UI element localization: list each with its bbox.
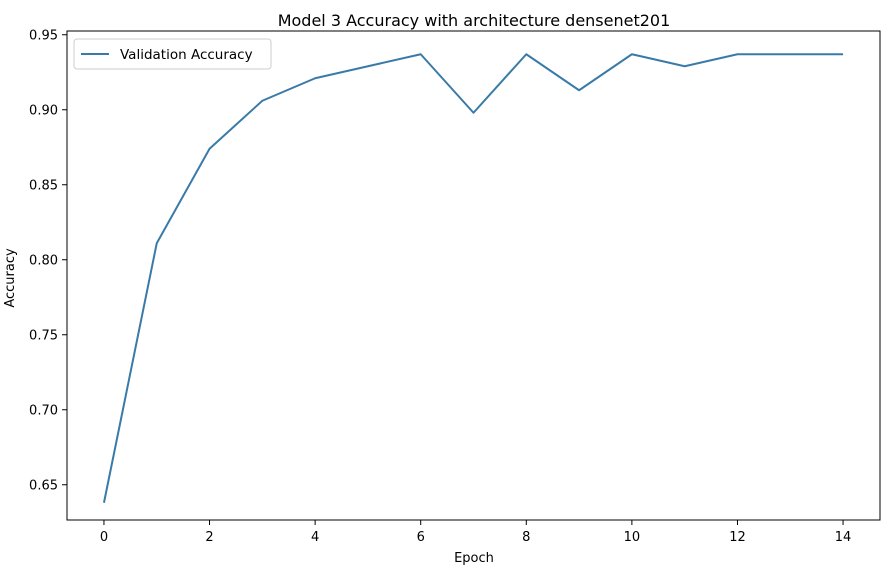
y-tick-label: 0.80 [29, 253, 58, 268]
y-tick-label: 0.85 [29, 178, 58, 193]
legend-label: Validation Accuracy [120, 47, 253, 63]
y-tick-label: 0.90 [29, 103, 58, 118]
y-tick-label: 0.65 [29, 478, 58, 493]
x-tick-label: 12 [729, 530, 746, 545]
legend-box [73, 38, 272, 70]
y-axis: 0.65 0.70 0.75 0.80 0.85 0.90 0.95 [29, 28, 67, 493]
series-line-validation-accuracy [102, 53, 844, 503]
plot-area [66, 30, 881, 521]
x-tick-label: 0 [100, 530, 108, 545]
x-tick-label: 8 [522, 530, 530, 545]
legend: Validation Accuracy [73, 38, 272, 70]
x-tick-label: 4 [311, 530, 319, 545]
x-axis: 0 2 4 6 8 10 12 14 [100, 520, 852, 545]
series-layer [102, 53, 844, 503]
y-tick-label: 0.95 [29, 28, 58, 43]
x-tick-label: 14 [835, 530, 852, 545]
y-axis-label: Accuracy [3, 248, 18, 308]
y-tick-label: 0.75 [29, 328, 58, 343]
x-tick-label: 6 [417, 530, 425, 545]
chart-title: Model 3 Accuracy with architecture dense… [278, 11, 671, 30]
x-axis-label: Epoch [454, 551, 494, 566]
y-tick-label: 0.70 [29, 403, 58, 418]
x-tick-label: 2 [205, 530, 213, 545]
x-tick-label: 10 [624, 530, 641, 545]
